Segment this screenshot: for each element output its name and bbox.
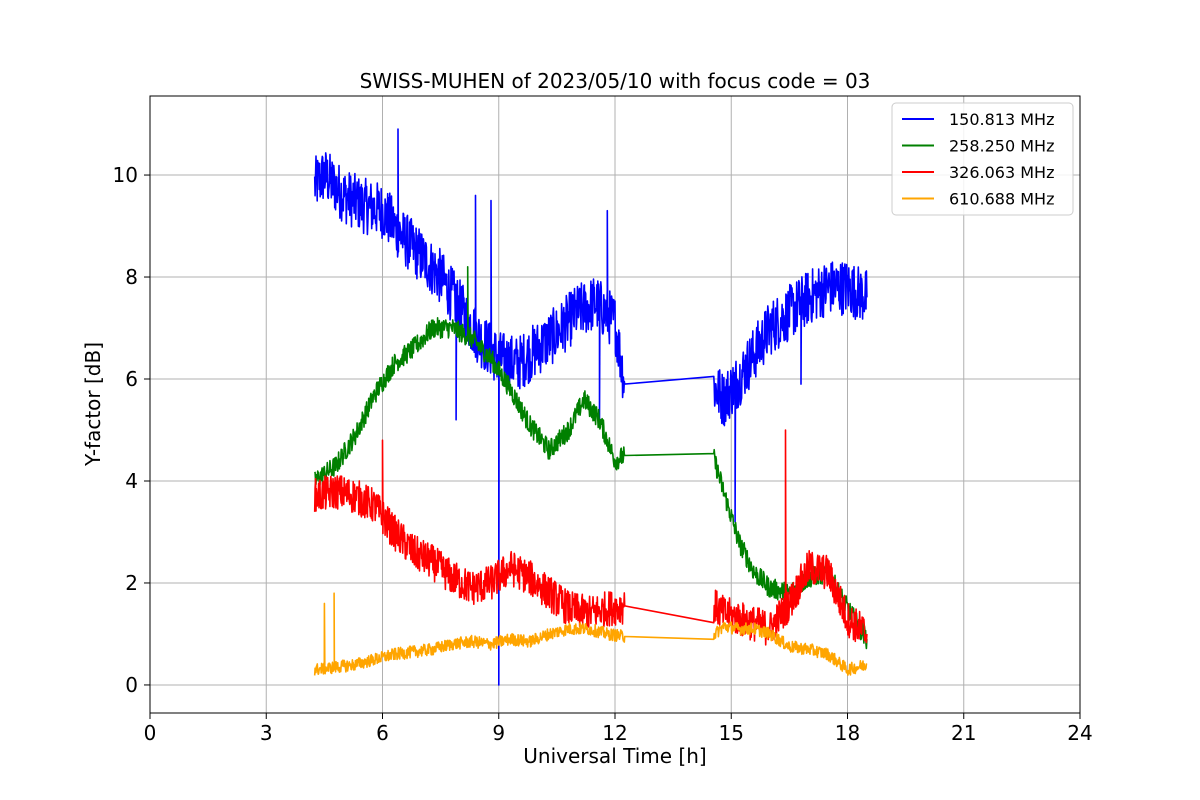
legend-box bbox=[891, 102, 1074, 216]
series-line-4 bbox=[313, 592, 868, 676]
x-tick-label: 6 bbox=[376, 721, 389, 745]
y-tick-label: 10 bbox=[113, 163, 138, 187]
x-tick-label: 9 bbox=[492, 721, 505, 745]
y-tick-label: 2 bbox=[125, 571, 138, 595]
x-tick-label: 21 bbox=[951, 721, 976, 745]
y-tick-label: 0 bbox=[125, 673, 138, 697]
x-axis-label: Universal Time [h] bbox=[523, 744, 706, 768]
series-layer bbox=[313, 128, 868, 686]
x-tick-label: 15 bbox=[719, 721, 744, 745]
series-line-3 bbox=[313, 429, 868, 646]
y-tick-label: 6 bbox=[125, 367, 138, 391]
legend-label: 258.250 MHz bbox=[949, 137, 1054, 156]
legend-label: 610.688 MHz bbox=[949, 190, 1054, 209]
x-tick-label: 12 bbox=[602, 721, 627, 745]
y-tick-label: 4 bbox=[125, 469, 138, 493]
legend: 150.813 MHz 258.250 MHz 326.063 MHz 610.688… bbox=[891, 102, 1074, 216]
y-tick-label: 8 bbox=[125, 265, 138, 289]
x-axis: 0 3 6 9 12 15 18 21 24 bbox=[144, 713, 1093, 745]
y-axis-label: Y-factor [dB] bbox=[81, 342, 105, 467]
x-tick-label: 0 bbox=[144, 721, 157, 745]
series-line-1 bbox=[313, 128, 868, 686]
legend-label: 150.813 MHz bbox=[949, 110, 1054, 129]
legend-label: 326.063 MHz bbox=[949, 163, 1054, 182]
x-tick-label: 3 bbox=[260, 721, 273, 745]
chart-title: SWISS-MUHEN of 2023/05/10 with focus cod… bbox=[360, 69, 871, 93]
y-axis: 0 2 4 6 8 10 bbox=[113, 163, 150, 697]
x-tick-label: 18 bbox=[835, 721, 860, 745]
x-tick-label: 24 bbox=[1067, 721, 1092, 745]
